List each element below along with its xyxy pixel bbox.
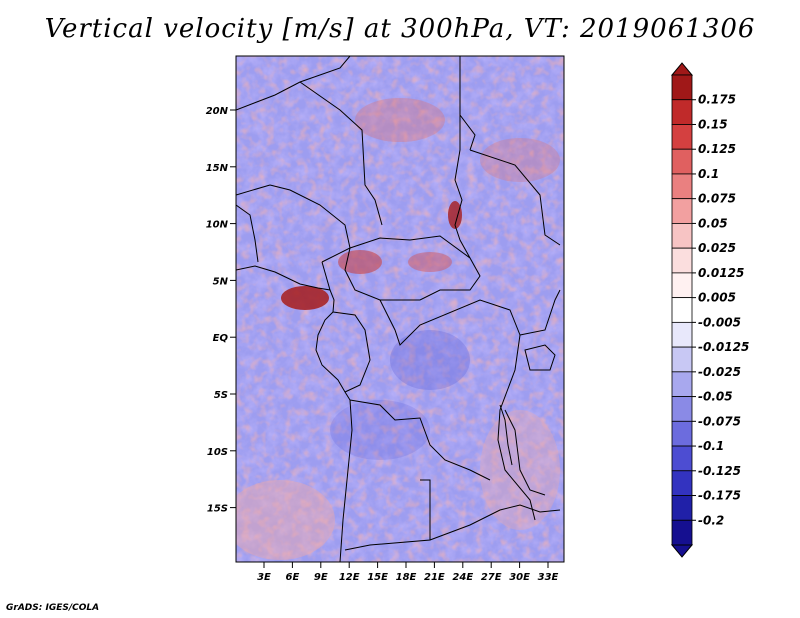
west-africa-coast xyxy=(236,265,335,313)
colorbar-label: -0.025 xyxy=(698,365,741,379)
lat-tick-label: EQ xyxy=(213,333,229,344)
borders xyxy=(236,56,561,562)
colorbar-label: -0.2 xyxy=(698,513,724,527)
tanzania-lakes xyxy=(504,409,546,496)
lon-tick-label: 3E xyxy=(257,572,271,583)
map-frame xyxy=(235,55,565,563)
lon-tick-label: 6E xyxy=(286,572,300,583)
lon-tick-label: 15E xyxy=(367,572,388,583)
colorbar-swatch xyxy=(671,445,693,472)
gabon-congo-coast xyxy=(315,311,353,562)
colorbar-swatch xyxy=(671,173,693,200)
lon-tick-label: 21E xyxy=(424,572,445,583)
lake-victoria xyxy=(524,344,556,371)
lat-tick-label: 10N xyxy=(206,220,229,231)
colorbar-swatch xyxy=(671,420,693,447)
colorbar-label: 0.175 xyxy=(698,93,736,107)
colorbar-label: 0.125 xyxy=(698,142,736,156)
colorbar-label: -0.005 xyxy=(698,315,741,329)
colorbar-swatch xyxy=(671,198,693,224)
lat-tick-label: 5S xyxy=(214,390,228,401)
lon-tick-label: 33E xyxy=(538,572,559,583)
colorbar-swatch xyxy=(671,148,693,175)
colorbar-swatch xyxy=(671,124,693,150)
uganda-kenya xyxy=(519,289,561,336)
colorbar-swatch xyxy=(671,99,693,125)
colorbar-label: 0.025 xyxy=(698,241,736,255)
lat-tick-label: 10S xyxy=(207,447,228,458)
colorbar-label: 0.05 xyxy=(698,216,728,230)
lon-tick-label: 27E xyxy=(481,572,502,583)
colorbar-label: 0.0125 xyxy=(698,266,744,280)
longitude-axis: 3E 6E 9E 12E 15E 18E 21E 24E 27E 30E 33E xyxy=(257,562,559,583)
colorbar-label: -0.175 xyxy=(698,489,741,503)
benin-borders xyxy=(236,204,259,263)
drc-north-border xyxy=(379,299,521,346)
car-borders xyxy=(344,235,481,301)
lon-tick-label: 24E xyxy=(452,572,473,583)
credit-label: GrADS: IGES/COLA xyxy=(6,603,100,613)
latitude-axis: 20N 15N 10N 5N EQ 5S 10S 15S xyxy=(206,106,236,515)
nigeria-cameroon-border xyxy=(269,184,351,263)
lat-tick-label: 20N xyxy=(206,106,229,117)
niger-nigeria xyxy=(236,184,271,196)
colorbar-bottom-arrow xyxy=(670,544,694,558)
lake-tanganyika xyxy=(499,404,513,466)
colorbar: 0.175 0.15 0.125 0.1 0.075 0.05 0.025 0.0125 0.0… xyxy=(670,62,749,558)
lon-tick-label: 18E xyxy=(396,572,417,583)
colorbar-swatch xyxy=(671,272,693,299)
angola-drc-border xyxy=(349,399,491,481)
lon-tick-label: 12E xyxy=(339,572,360,583)
colorbar-label: 0.15 xyxy=(698,117,728,131)
map-field xyxy=(236,56,564,562)
sudan-ethiopia-border xyxy=(469,149,561,246)
lat-tick-label: 5N xyxy=(213,276,229,287)
congo-gabon xyxy=(332,311,371,393)
egypt-sudan-border xyxy=(459,56,476,151)
niger-chad-border xyxy=(299,81,383,226)
drc-east-border xyxy=(497,334,536,521)
colorbar-label: -0.075 xyxy=(698,414,741,428)
map-title: Vertical velocity [m/s] at 300hPa, VT: 2… xyxy=(44,14,756,44)
colorbar-swatch xyxy=(671,371,693,397)
colorbar-swatch xyxy=(671,74,693,101)
lon-tick-label: 9E xyxy=(314,572,328,583)
lon-tick-label: 30E xyxy=(509,572,530,583)
lat-tick-label: 15N xyxy=(206,163,229,174)
chad-sudan-border xyxy=(454,115,471,259)
colorbar-top-arrow xyxy=(670,62,694,76)
cameroon-gabon xyxy=(321,261,331,291)
colorbar-swatch xyxy=(671,297,693,323)
colorbar-swatch xyxy=(671,321,693,348)
colorbar-label: 0.005 xyxy=(698,291,736,305)
colorbar-swatch xyxy=(671,223,693,249)
colorbar-label: -0.05 xyxy=(698,390,733,404)
colorbar-swatch xyxy=(671,346,693,373)
colorbar-label: -0.0125 xyxy=(698,340,749,354)
colorbar-label: 0.075 xyxy=(698,192,736,206)
colorbar-swatch xyxy=(671,470,693,496)
zambia-south xyxy=(429,504,561,541)
colorbar-label: 0.1 xyxy=(698,167,719,181)
lat-tick-label: 15S xyxy=(207,504,228,515)
colorbar-label: -0.1 xyxy=(698,439,724,453)
colorbar-label: -0.125 xyxy=(698,464,741,478)
colorbar-swatch xyxy=(671,495,693,521)
colorbar-swatch xyxy=(671,519,693,546)
colorbar-swatch xyxy=(671,247,693,274)
colorbar-swatch xyxy=(671,396,693,422)
